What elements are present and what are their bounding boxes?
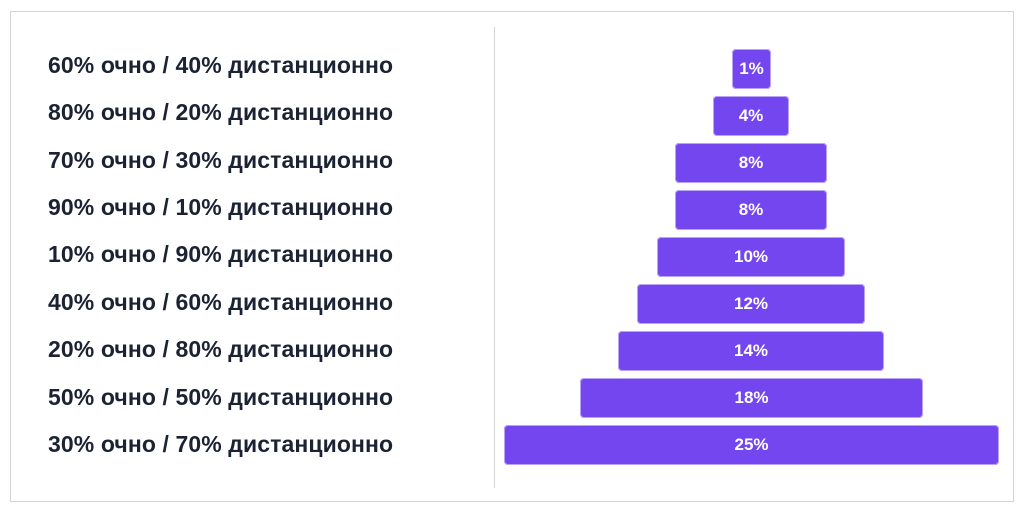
bar-8pct-b: 8% [675,190,827,230]
chart-frame [10,11,1014,502]
bar-value: 18% [734,388,769,407]
category-label: 90% очно / 10% дистанционно [48,194,394,220]
bar-value: 4% [738,106,764,125]
category-label: 30% очно / 70% дистанционно [48,431,394,457]
bar-18pct: 18% [580,378,923,418]
bar-1pct: 1% [732,49,771,89]
category-label: 70% очно / 30% дистанционно [48,147,394,173]
bar-25pct: 25% [504,425,999,465]
category-label: 40% очно / 60% дистанционно [48,289,394,315]
category-label: 80% очно / 20% дистанционно [48,99,394,125]
category-label: 50% очно / 50% дистанционно [48,384,394,410]
bar-8pct-a: 8% [675,143,827,183]
bar-10pct: 10% [657,237,845,277]
bar-value: 1% [739,59,764,78]
bar-value: 10% [733,247,769,266]
bar-value: 12% [733,294,769,313]
bar-value: 14% [733,341,769,360]
bar-value: 8% [738,200,764,219]
bar-12pct: 12% [637,284,865,324]
category-label: 60% очно / 40% дистанционно [48,52,394,78]
bar-value: 25% [734,435,769,454]
divider [494,27,495,488]
bar-4pct: 4% [713,96,789,136]
bar-14pct: 14% [618,331,884,371]
category-label: 10% очно / 90% дистанционно [48,241,394,267]
bar-value: 8% [738,153,764,172]
category-label: 20% очно / 80% дистанционно [48,336,394,362]
